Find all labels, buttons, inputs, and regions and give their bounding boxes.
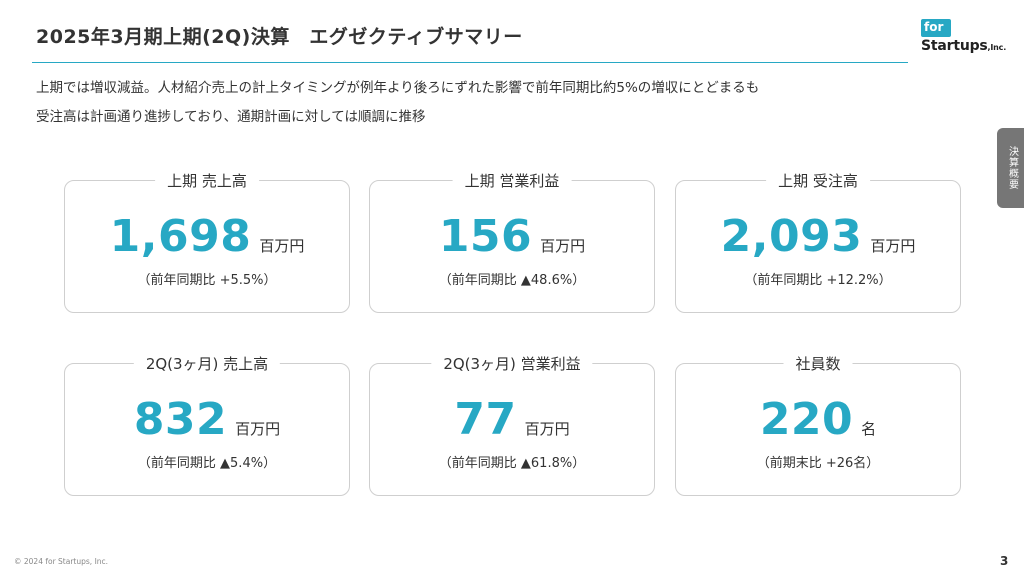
kpi-note: （前年同期比 +12.2%） — [744, 273, 892, 288]
kpi-value-row: 156 百万円 — [370, 211, 654, 263]
section-tab-label: 決算概要 — [1006, 146, 1018, 190]
kpi-value: 77 — [454, 394, 517, 445]
kpi-label: 2Q(3ヶ月) 売上高 — [133, 353, 281, 375]
kpi-label: 2Q(3ヶ月) 営業利益 — [431, 353, 593, 375]
company-logo: for Startups,Inc. — [921, 19, 1013, 63]
kpi-value: 832 — [133, 394, 228, 445]
kpi-unit: 名 — [861, 420, 877, 438]
logo-wordmark: Startups,Inc. — [921, 38, 1006, 54]
copyright-text: © 2024 for Startups, Inc. — [14, 557, 109, 566]
kpi-value: 220 — [759, 394, 854, 445]
kpi-unit: 百万円 — [870, 237, 916, 255]
kpi-label: 社員数 — [783, 353, 853, 375]
logo-name: Startups — [921, 38, 988, 54]
kpi-unit: 百万円 — [524, 420, 570, 438]
title-underline — [32, 62, 908, 63]
logo-suffix: ,Inc. — [987, 43, 1007, 52]
kpi-value: 156 — [438, 211, 533, 262]
kpi-card-h1-operating-profit: 上期 営業利益 156 百万円 （前年同期比 ▲48.6%） — [369, 170, 655, 313]
kpi-note: （前年同期比 ▲61.8%） — [438, 456, 586, 471]
kpi-note: （前年同期比 ▲5.4%） — [137, 456, 277, 471]
kpi-unit: 百万円 — [235, 420, 281, 438]
kpi-value-row: 832 百万円 — [65, 394, 349, 446]
logo-badge: for — [921, 19, 951, 37]
summary-line-1: 上期では増収減益。人材紹介売上の計上タイミングが例年より後ろにずれた影響で前年同… — [36, 80, 760, 96]
kpi-label: 上期 営業利益 — [452, 170, 572, 192]
kpi-note: （前年同期比 +5.5%） — [137, 273, 277, 288]
kpi-unit: 百万円 — [259, 237, 305, 255]
kpi-card-q2-operating-profit: 2Q(3ヶ月) 営業利益 77 百万円 （前年同期比 ▲61.8%） — [369, 353, 655, 496]
kpi-label: 上期 受注高 — [766, 170, 870, 192]
kpi-value: 2,093 — [720, 211, 863, 262]
kpi-value-row: 220 名 — [676, 394, 960, 446]
kpi-note: （前期末比 +26名） — [756, 456, 880, 471]
kpi-value-row: 77 百万円 — [370, 394, 654, 446]
kpi-value-row: 1,698 百万円 — [65, 211, 349, 263]
section-tab[interactable]: 決算概要 — [997, 128, 1024, 208]
kpi-card-q2-sales: 2Q(3ヶ月) 売上高 832 百万円 （前年同期比 ▲5.4%） — [64, 353, 350, 496]
kpi-card-h1-sales: 上期 売上高 1,698 百万円 （前年同期比 +5.5%） — [64, 170, 350, 313]
kpi-card-h1-orders: 上期 受注高 2,093 百万円 （前年同期比 +12.2%） — [675, 170, 961, 313]
page-title: 2025年3月期上期(2Q)決算 エグゼクティブサマリー — [36, 26, 523, 48]
summary-line-2: 受注高は計画通り進捗しており、通期計画に対しては順調に推移 — [36, 109, 426, 125]
kpi-note: （前年同期比 ▲48.6%） — [438, 273, 586, 288]
kpi-unit: 百万円 — [540, 237, 586, 255]
page-number: 3 — [1000, 554, 1009, 568]
kpi-value: 1,698 — [109, 211, 252, 262]
summary-text: 上期では増収減益。人材紹介売上の計上タイミングが例年より後ろにずれた影響で前年同… — [36, 74, 936, 132]
kpi-value-row: 2,093 百万円 — [676, 211, 960, 263]
kpi-label: 上期 売上高 — [155, 170, 259, 192]
kpi-card-employees: 社員数 220 名 （前期末比 +26名） — [675, 353, 961, 496]
